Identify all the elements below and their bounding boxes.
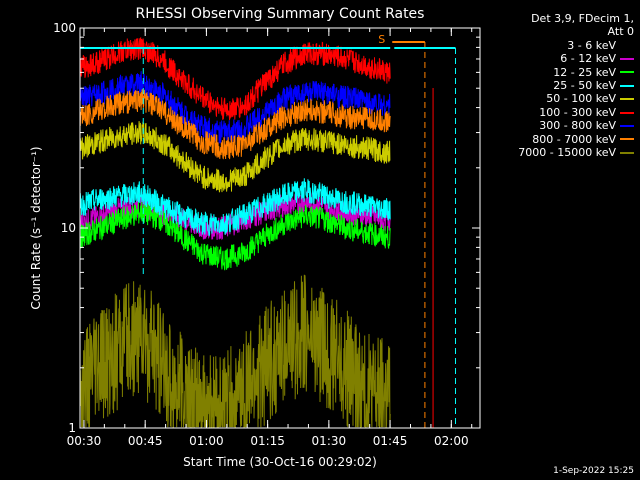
legend-item-50-100-kev: 50 - 100 keV xyxy=(478,92,634,105)
x-tick-label: 01:45 xyxy=(373,434,408,448)
series-line-12-25-kev xyxy=(80,201,391,271)
legend-item-7000-15000-kev: 7000 - 15000 keV xyxy=(478,146,634,159)
legend-header-line-1: Det 3,9, FDecim 1, xyxy=(531,12,634,25)
saa-marker-label: S xyxy=(378,33,385,46)
x-tick-label: 02:00 xyxy=(434,434,469,448)
legend-swatch xyxy=(620,57,634,60)
x-tick-label: 00:45 xyxy=(128,434,163,448)
series-line-25-50-kev xyxy=(80,178,391,237)
legend-label: 7000 - 15000 keV xyxy=(518,146,616,160)
x-tick-label: 01:30 xyxy=(312,434,347,448)
legend-swatch xyxy=(620,84,634,87)
legend-label: 100 - 300 keV xyxy=(539,105,616,119)
legend-swatch xyxy=(620,138,634,141)
x-tick-label: 01:15 xyxy=(250,434,285,448)
y-tick-label: 10 xyxy=(61,221,76,235)
legend-swatch xyxy=(620,44,634,47)
legend-item-25-50-kev: 25 - 50 keV xyxy=(478,79,634,92)
series-line-7000-15000-kev xyxy=(80,274,391,428)
legend-label: 800 - 7000 keV xyxy=(532,132,616,146)
series-line-800-7000-kev xyxy=(80,89,391,160)
legend-swatch xyxy=(620,151,634,154)
x-axis-label: Start Time (30-Oct-16 00:29:02) xyxy=(183,455,377,469)
legend-label: 6 - 12 keV xyxy=(560,52,616,66)
legend-item-3-6-kev: 3 - 6 keV xyxy=(478,39,634,52)
series-line-50-100-kev xyxy=(80,121,391,193)
render-timestamp: 1-Sep-2022 15:25 xyxy=(553,466,634,476)
legend-label: 300 - 800 keV xyxy=(539,119,616,133)
legend-label: 50 - 100 keV xyxy=(546,92,616,106)
legend-header-line-2: Att 0 xyxy=(607,25,634,39)
legend-label: 12 - 25 keV xyxy=(553,65,616,79)
chart-title: RHESSI Observing Summary Count Rates xyxy=(136,6,425,22)
legend: Det 3,9, FDecim 1, Att 0 3 - 6 keV 6 - 12… xyxy=(478,12,634,159)
legend-swatch xyxy=(620,111,634,114)
y-tick-label: 100 xyxy=(53,21,76,35)
legend-item-800-7000-kev: 800 - 7000 keV xyxy=(478,133,634,146)
legend-swatch xyxy=(620,124,634,127)
legend-item-300-800-kev: 300 - 800 keV xyxy=(478,119,634,132)
y-tick-label: 1 xyxy=(68,421,76,435)
x-tick-label: 01:00 xyxy=(189,434,224,448)
legend-swatch xyxy=(620,98,634,101)
legend-swatch xyxy=(620,71,634,74)
y-axis-label: Count Rate (s⁻¹ detector⁻¹) xyxy=(29,146,43,309)
legend-item-6-12-kev: 6 - 12 keV xyxy=(478,52,634,65)
legend-item-100-300-kev: 100 - 300 keV xyxy=(478,106,634,119)
legend-item-12-25-kev: 12 - 25 keV xyxy=(478,66,634,79)
series-line-100-300-kev xyxy=(80,37,391,121)
legend-label: 25 - 50 keV xyxy=(553,79,616,93)
legend-label: 3 - 6 keV xyxy=(567,38,616,52)
x-tick-label: 00:30 xyxy=(67,434,102,448)
